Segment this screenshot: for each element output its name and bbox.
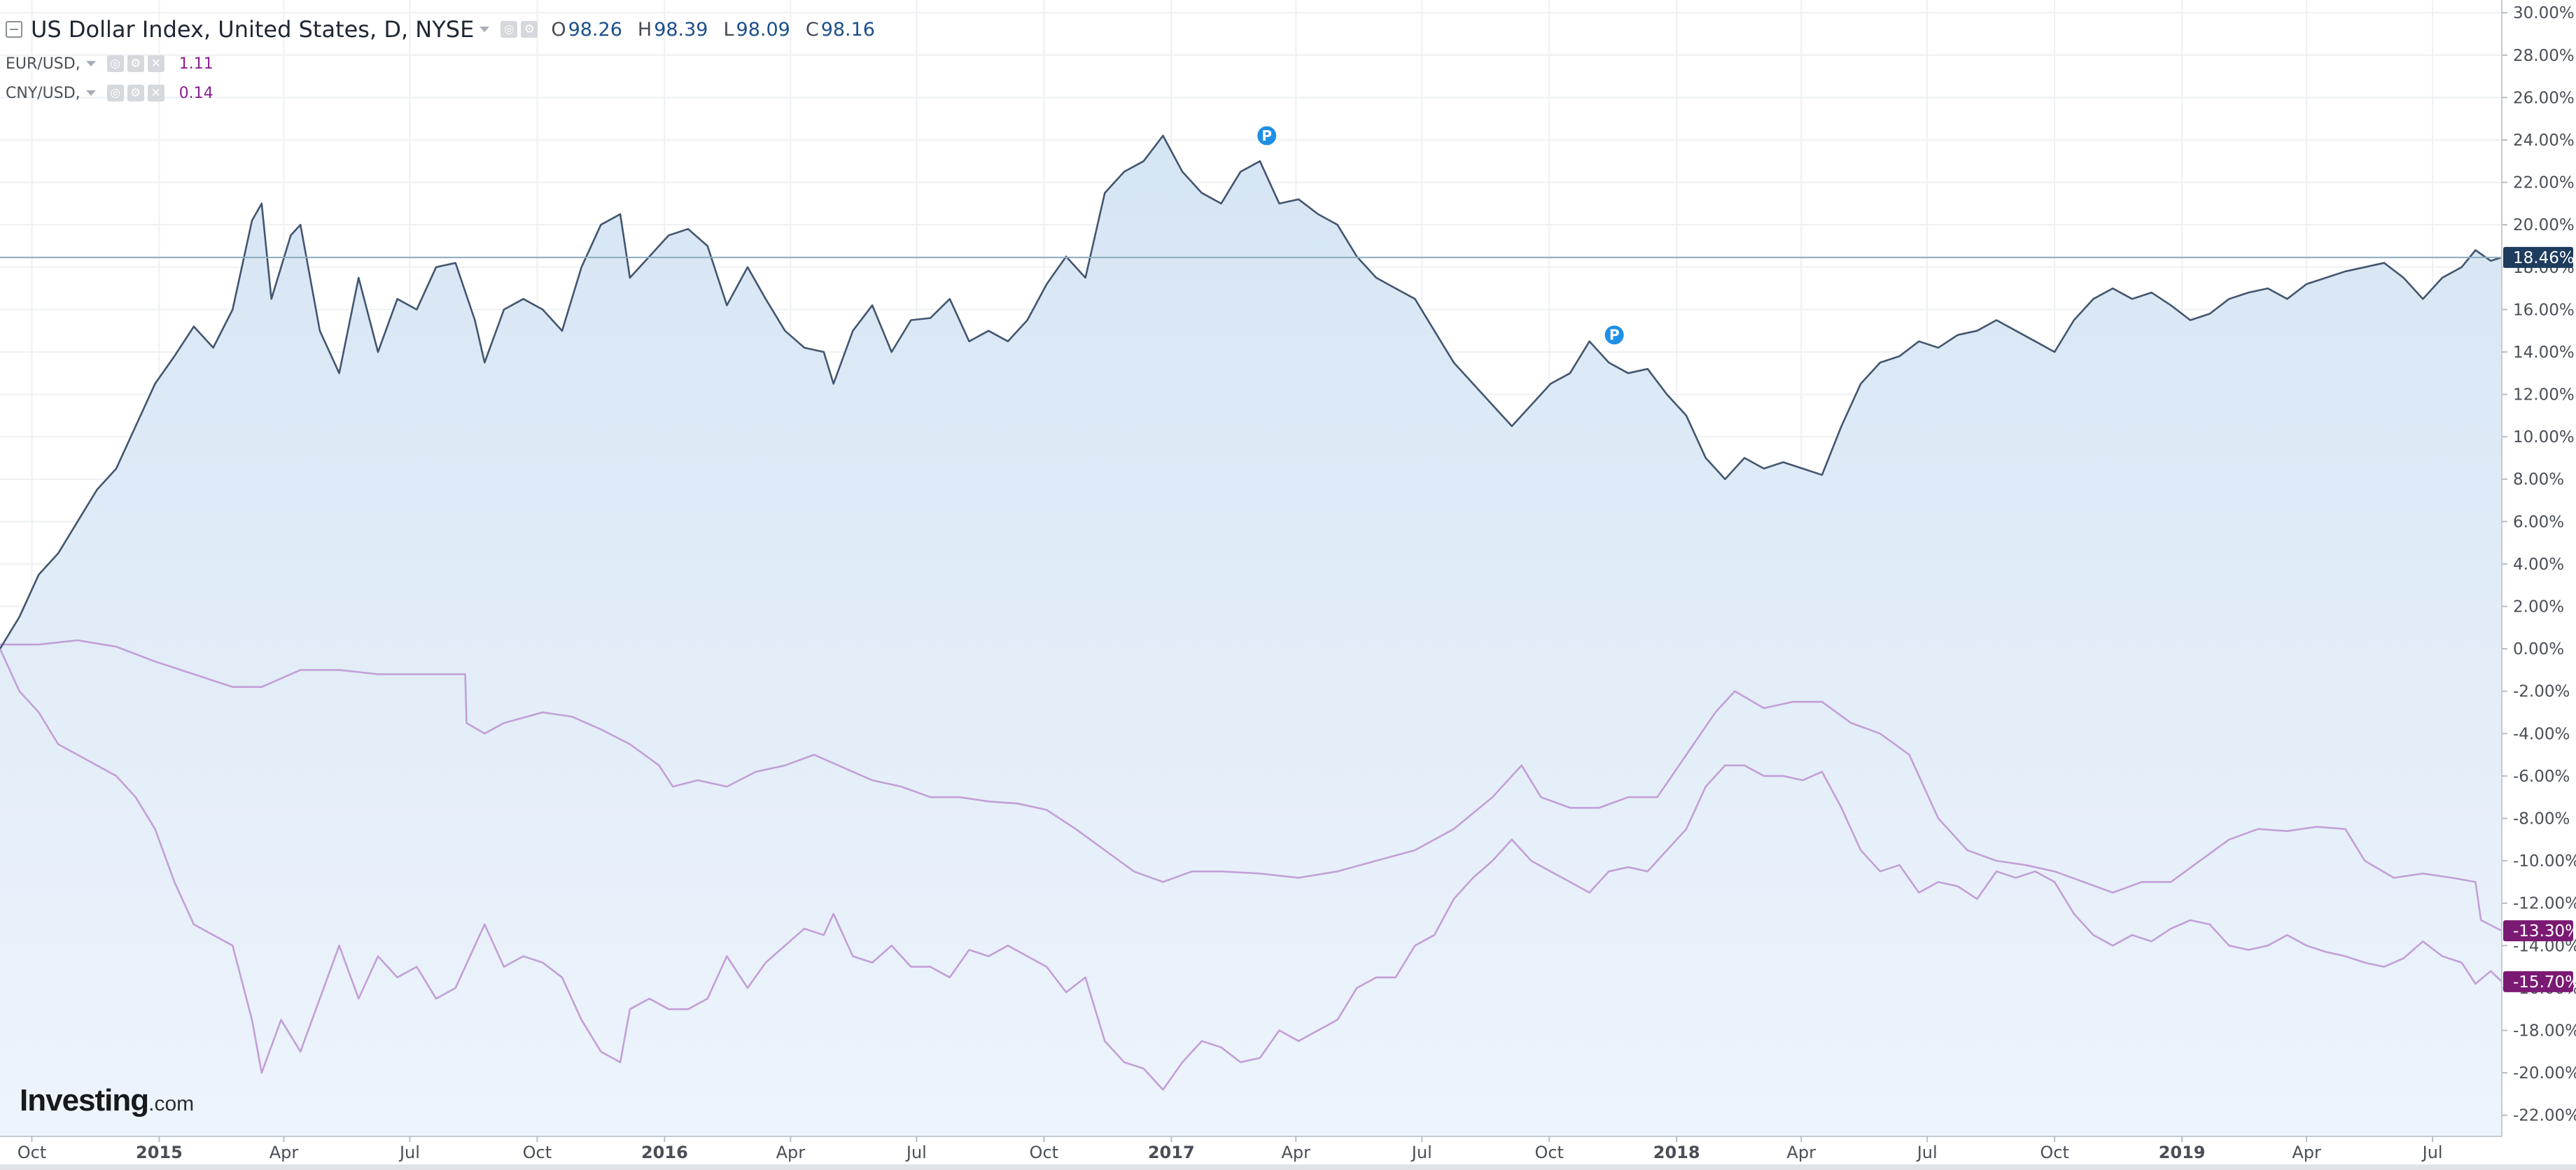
low-key: L bbox=[723, 18, 734, 41]
x-tick-label: Oct bbox=[523, 1143, 552, 1162]
cnyusd-line bbox=[0, 639, 2502, 932]
x-tick-label: 2018 bbox=[1653, 1143, 1700, 1162]
y-tick-label: 0.00% bbox=[2513, 640, 2564, 658]
x-tick-label: Jul bbox=[1916, 1143, 1938, 1162]
x-tick-label: Apr bbox=[2292, 1143, 2321, 1162]
low-value: 98.09 bbox=[736, 18, 790, 41]
close-icon[interactable]: ✕ bbox=[147, 85, 164, 101]
last-value-badge-bg bbox=[2503, 246, 2573, 268]
bottom-scrollbar[interactable] bbox=[0, 1164, 2576, 1170]
last-value-badge-bg bbox=[2503, 971, 2573, 992]
y-tick-label: 12.00% bbox=[2513, 386, 2575, 404]
ohlc-values: O 98.26 H 98.39 L 98.09 C 98.16 bbox=[551, 19, 890, 41]
chevron-down-icon[interactable] bbox=[85, 61, 96, 66]
y-tick-label: 2.00% bbox=[2513, 598, 2564, 616]
x-tick-label: Jul bbox=[905, 1143, 927, 1162]
x-tick-label: Oct bbox=[2040, 1143, 2069, 1162]
marker-p: P bbox=[1602, 323, 1626, 347]
dxy-line bbox=[0, 134, 2502, 649]
collapse-legend-icon[interactable] bbox=[6, 21, 22, 38]
cnyusd-title[interactable]: CNY/USD, bbox=[6, 84, 80, 102]
close-value: 98.16 bbox=[820, 18, 875, 41]
last-value-badge: -15.70% bbox=[2503, 971, 2576, 992]
x-tick-label: Jul bbox=[1410, 1143, 1432, 1162]
last-value-badge-label: 18.46% bbox=[2513, 249, 2575, 267]
y-tick-label: 28.00% bbox=[2513, 47, 2575, 65]
y-tick-label: 24.00% bbox=[2513, 132, 2575, 150]
cnyusd-value: 0.14 bbox=[178, 84, 214, 102]
brand-domain: .com bbox=[148, 1092, 195, 1115]
y-tick-label: -18.00% bbox=[2513, 1022, 2576, 1041]
last-value-badge-label: -13.30% bbox=[2513, 922, 2576, 940]
y-tick-label: -22.00% bbox=[2513, 1107, 2576, 1125]
open-value: 98.26 bbox=[568, 18, 622, 41]
y-tick-label: -8.00% bbox=[2513, 810, 2570, 829]
open-key: O bbox=[551, 18, 566, 41]
eye-icon[interactable]: ◎ bbox=[500, 21, 518, 38]
last-value-badge-label: -15.70% bbox=[2513, 973, 2576, 992]
marker-p-circle bbox=[1255, 124, 1279, 148]
x-tick-label: Jul bbox=[2421, 1143, 2443, 1162]
x-tick-label: 2015 bbox=[136, 1143, 183, 1162]
eurusd-line bbox=[0, 648, 2502, 1091]
x-tick-label: 2016 bbox=[641, 1143, 688, 1162]
chevron-down-icon[interactable] bbox=[479, 27, 490, 32]
marker-p: P bbox=[1255, 124, 1279, 148]
brand-name: Investing bbox=[20, 1083, 149, 1118]
settings-icon[interactable]: ⚙ bbox=[521, 21, 538, 38]
eye-icon[interactable]: ◎ bbox=[106, 85, 124, 101]
y-tick-label: 4.00% bbox=[2513, 556, 2564, 574]
y-tick-label: 6.00% bbox=[2513, 513, 2564, 531]
y-tick-label: 22.00% bbox=[2513, 174, 2575, 192]
high-value: 98.39 bbox=[654, 18, 708, 41]
x-tick-label: Apr bbox=[1786, 1143, 1816, 1162]
y-tick-label: -2.00% bbox=[2513, 683, 2570, 701]
x-tick-label: 2019 bbox=[2159, 1143, 2206, 1162]
close-icon[interactable]: ✕ bbox=[147, 55, 164, 72]
marker-p-circle bbox=[1602, 323, 1626, 347]
eurusd-title[interactable]: EUR/USD, bbox=[6, 55, 80, 73]
x-tick-label: Jul bbox=[398, 1143, 420, 1162]
settings-icon[interactable]: ⚙ bbox=[127, 85, 144, 101]
x-tick-label: Oct bbox=[1534, 1143, 1564, 1162]
y-tick-label: 10.00% bbox=[2513, 428, 2575, 446]
y-tick-label: -10.00% bbox=[2513, 852, 2576, 871]
y-tick-label: -4.00% bbox=[2513, 725, 2570, 743]
y-tick-label: 16.00% bbox=[2513, 301, 2575, 319]
last-value-badge: 18.46% bbox=[2503, 246, 2575, 268]
settings-icon[interactable]: ⚙ bbox=[127, 55, 144, 72]
dxy-area-fill bbox=[0, 135, 2502, 1136]
marker-p-label: P bbox=[1261, 127, 1272, 144]
last-value-badge-bg bbox=[2503, 920, 2573, 942]
eurusd-value: 1.11 bbox=[178, 55, 214, 73]
x-tick-label: Apr bbox=[1282, 1143, 1311, 1162]
x-tick-label: 2017 bbox=[1148, 1143, 1195, 1162]
y-tick-label: 26.00% bbox=[2513, 89, 2575, 107]
marker-p-label: P bbox=[1609, 327, 1620, 344]
y-tick-label: 20.00% bbox=[2513, 216, 2575, 234]
eye-icon[interactable]: ◎ bbox=[106, 55, 124, 72]
y-tick-label: 30.00% bbox=[2513, 4, 2575, 22]
close-key: C bbox=[805, 18, 819, 41]
symbol-title[interactable]: US Dollar Index, United States, D, NYSE bbox=[31, 16, 475, 43]
y-tick-label: -12.00% bbox=[2513, 895, 2576, 913]
high-key: H bbox=[637, 18, 652, 41]
chevron-down-icon[interactable] bbox=[85, 90, 96, 96]
legend-row-eurusd: EUR/USD, ◎ ⚙ ✕ 1.11 bbox=[6, 49, 890, 78]
legend: US Dollar Index, United States, D, NYSE … bbox=[6, 10, 890, 108]
last-value-badge: -13.30% bbox=[2503, 920, 2576, 942]
x-tick-label: Oct bbox=[1030, 1143, 1059, 1162]
y-tick-label: -6.00% bbox=[2513, 768, 2570, 786]
x-tick-label: Apr bbox=[270, 1143, 299, 1162]
legend-row-dxy: US Dollar Index, United States, D, NYSE … bbox=[6, 10, 890, 49]
x-tick-label: Oct bbox=[18, 1143, 47, 1162]
y-tick-label: 8.00% bbox=[2513, 471, 2564, 489]
legend-row-cnyusd: CNY/USD, ◎ ⚙ ✕ 0.14 bbox=[6, 78, 890, 108]
investing-logo[interactable]: Investing.com bbox=[20, 1083, 194, 1118]
y-tick-label: 14.00% bbox=[2513, 344, 2575, 362]
x-tick-label: Apr bbox=[776, 1143, 806, 1162]
y-tick-label: -20.00% bbox=[2513, 1064, 2576, 1083]
